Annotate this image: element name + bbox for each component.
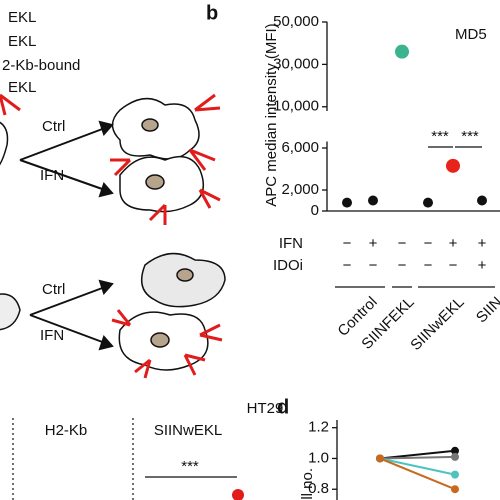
point [446, 158, 460, 173]
point [395, 44, 409, 59]
arrow-label: IFN [40, 327, 64, 344]
row-value: − [449, 257, 458, 274]
panel-label: d [277, 396, 289, 418]
arrow-label: Ctrl [42, 281, 65, 298]
legend-text: EKL [8, 79, 36, 96]
y-tick-label: 0 [311, 202, 319, 219]
row-value: + [478, 235, 487, 252]
series-line [379, 455, 456, 460]
y-tick-label: 1.0 [308, 449, 329, 466]
point [232, 489, 244, 500]
group-label: SIINwEKL [407, 294, 467, 354]
row-value: + [369, 235, 378, 252]
y-tick-label: 1.2 [308, 419, 329, 436]
legend-text: EKL [8, 9, 36, 26]
point [451, 470, 459, 479]
point [368, 195, 378, 206]
series-line [379, 449, 456, 460]
y-axis-label: ell no. [299, 468, 316, 500]
y-tick-label: 10,000 [273, 98, 319, 115]
row-value: + [478, 257, 487, 274]
y-tick-label: 2,000 [281, 181, 319, 198]
series-line [379, 457, 456, 491]
point [451, 485, 459, 494]
y-tick-label: 6,000 [281, 139, 319, 156]
antibodies [0, 93, 223, 379]
point [477, 195, 487, 206]
column-header: H2-Kb [45, 422, 88, 439]
panel-label: b [206, 2, 218, 24]
legend-text: 2-Kb-bound [2, 57, 80, 74]
group-label: SIIN [473, 294, 500, 327]
row-value: − [369, 257, 378, 274]
row-label: IFN [279, 235, 303, 252]
series-line [379, 457, 456, 476]
row-value: + [449, 235, 458, 252]
arrow-label: IFN [40, 167, 64, 184]
row-value: − [424, 257, 433, 274]
annotation: *** [431, 128, 449, 145]
point [451, 446, 459, 455]
arrow-label: Ctrl [42, 118, 65, 135]
y-axis-label: APC median intensity (MFI) [263, 23, 280, 206]
row-value: − [424, 235, 433, 252]
y-tick-label: 0.8 [308, 480, 329, 497]
point [423, 197, 433, 208]
row-value: − [398, 235, 407, 252]
panel-a-art [0, 97, 226, 371]
point [342, 197, 352, 208]
row-value: − [398, 257, 407, 274]
y-tick-label: 30,000 [273, 55, 319, 72]
chart-title: MD5 [455, 26, 487, 43]
point [376, 454, 384, 463]
panel-c-art [12, 418, 134, 500]
column-header: SIINwEKL [154, 422, 222, 439]
annotation: *** [181, 458, 199, 475]
point [451, 452, 459, 461]
annotation: *** [461, 128, 479, 145]
legend-text: EKL [8, 33, 36, 50]
y-tick-label: 50,000 [273, 13, 319, 30]
row-value: − [343, 235, 352, 252]
row-label: IDOi [273, 257, 303, 274]
arrows [19, 120, 114, 351]
panel-title: HT29 [247, 400, 284, 417]
row-value: − [343, 257, 352, 274]
